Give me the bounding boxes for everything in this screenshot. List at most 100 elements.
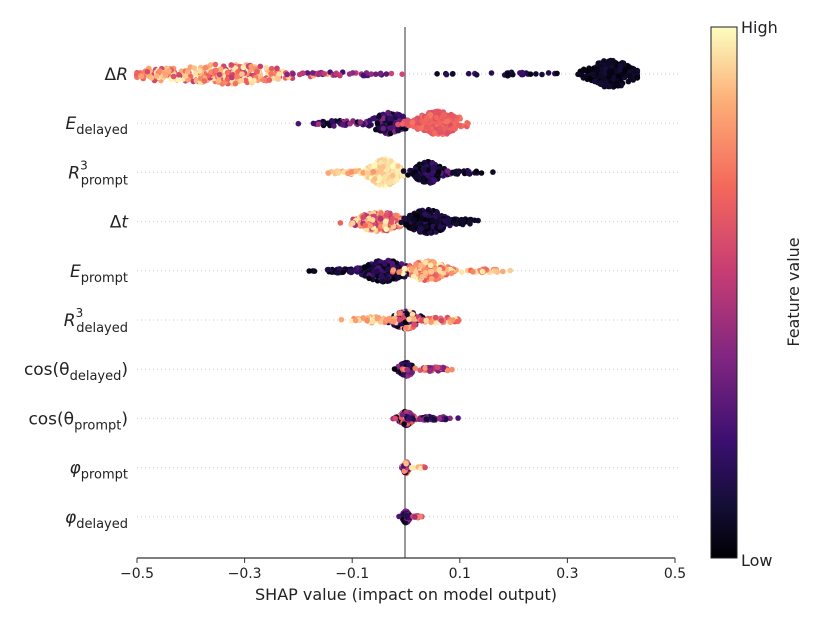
shap-point <box>386 179 393 186</box>
shap-point <box>404 121 410 127</box>
shap-point <box>216 77 222 84</box>
shap-point <box>441 218 448 224</box>
shap-point <box>450 125 457 131</box>
shap-point <box>348 318 355 325</box>
x-axis-ticks: −0.5 −0.3 −0.1 0.1 0.3 0.5 <box>120 558 686 582</box>
shap-point <box>433 114 440 121</box>
shap-point <box>427 367 434 374</box>
shap-point <box>539 71 545 78</box>
shap-point <box>409 311 416 318</box>
shap-point <box>339 122 346 128</box>
shap-point <box>451 217 457 223</box>
shap-point <box>391 366 398 372</box>
shap-point <box>340 269 346 276</box>
shap-point <box>352 317 359 324</box>
shap-point <box>384 166 391 172</box>
shap-point <box>248 63 254 70</box>
shap-point <box>424 115 430 121</box>
shap-point <box>378 210 384 216</box>
shap-point <box>379 278 385 284</box>
shap-point <box>412 514 418 520</box>
shap-point <box>316 71 322 78</box>
shap-point <box>404 366 411 373</box>
shap-point <box>331 123 337 129</box>
shap-point <box>399 71 406 77</box>
shap-point <box>416 220 422 227</box>
feature-label: Eprompt <box>70 262 128 286</box>
shap-point <box>401 215 407 222</box>
shap-point <box>192 71 199 77</box>
shap-point <box>347 268 354 275</box>
shap-point <box>257 73 263 79</box>
shap-point <box>437 224 444 230</box>
shap-point <box>409 225 415 232</box>
shap-point <box>364 170 371 177</box>
x-tick-label: 0.3 <box>556 566 578 582</box>
feature-points-group <box>390 408 461 429</box>
shap-point <box>453 221 460 227</box>
shap-point <box>166 68 172 74</box>
shap-point <box>349 220 356 226</box>
shap-point <box>338 316 345 323</box>
shap-point <box>324 266 331 273</box>
shap-point <box>404 311 411 318</box>
shap-point <box>306 268 313 274</box>
feature-points-group <box>325 156 496 190</box>
shap-point <box>434 219 441 225</box>
shap-point <box>374 120 381 126</box>
shap-point <box>284 71 290 78</box>
shap-point <box>407 212 414 219</box>
shap-point <box>351 267 358 274</box>
shap-point <box>420 178 426 185</box>
shap-point <box>587 66 594 72</box>
shap-point <box>360 315 367 321</box>
shap-point <box>427 268 434 275</box>
feature-points-group <box>338 308 462 332</box>
feature-label: φprompt <box>70 459 129 483</box>
shap-point <box>436 415 443 422</box>
x-axis-title: SHAP value (impact on model output) <box>255 585 557 604</box>
shap-point <box>438 317 445 324</box>
shap-point <box>418 513 424 520</box>
shap-point <box>450 113 457 119</box>
beeswarm-points <box>134 57 641 526</box>
shap-point <box>377 71 383 77</box>
shap-point <box>444 367 451 374</box>
shap-point <box>554 70 560 77</box>
shap-point <box>405 172 411 178</box>
shap-point <box>460 221 466 228</box>
shap-point <box>360 169 367 176</box>
shap-point <box>373 126 379 133</box>
shap-point <box>369 217 376 223</box>
shap-point <box>449 366 455 373</box>
shap-point <box>381 157 388 164</box>
shap-point <box>382 174 388 180</box>
feature-label: R3 prompt <box>68 158 128 188</box>
shap-point <box>433 320 439 326</box>
shap-point <box>428 319 434 326</box>
shap-point <box>380 125 387 132</box>
shap-point <box>370 168 377 175</box>
shap-point <box>443 416 449 423</box>
shap-point <box>325 170 332 176</box>
shap-point <box>545 70 552 76</box>
shap-point <box>251 77 257 84</box>
feature-label: φdelayed <box>65 508 128 532</box>
shap-point <box>490 169 496 175</box>
shap-point <box>423 416 430 423</box>
shap-point <box>445 129 451 136</box>
shap-point <box>144 69 151 75</box>
shap-point <box>400 168 407 174</box>
shap-point <box>380 164 386 170</box>
shap-point <box>527 71 534 77</box>
shap-point <box>387 115 393 122</box>
shap-point <box>310 120 317 127</box>
shap-point <box>617 66 624 73</box>
shap-point <box>598 73 605 79</box>
shap-point <box>473 72 480 78</box>
shap-point <box>395 127 401 134</box>
shap-point <box>208 69 214 75</box>
shap-point <box>389 172 396 179</box>
shap-point <box>445 168 451 174</box>
